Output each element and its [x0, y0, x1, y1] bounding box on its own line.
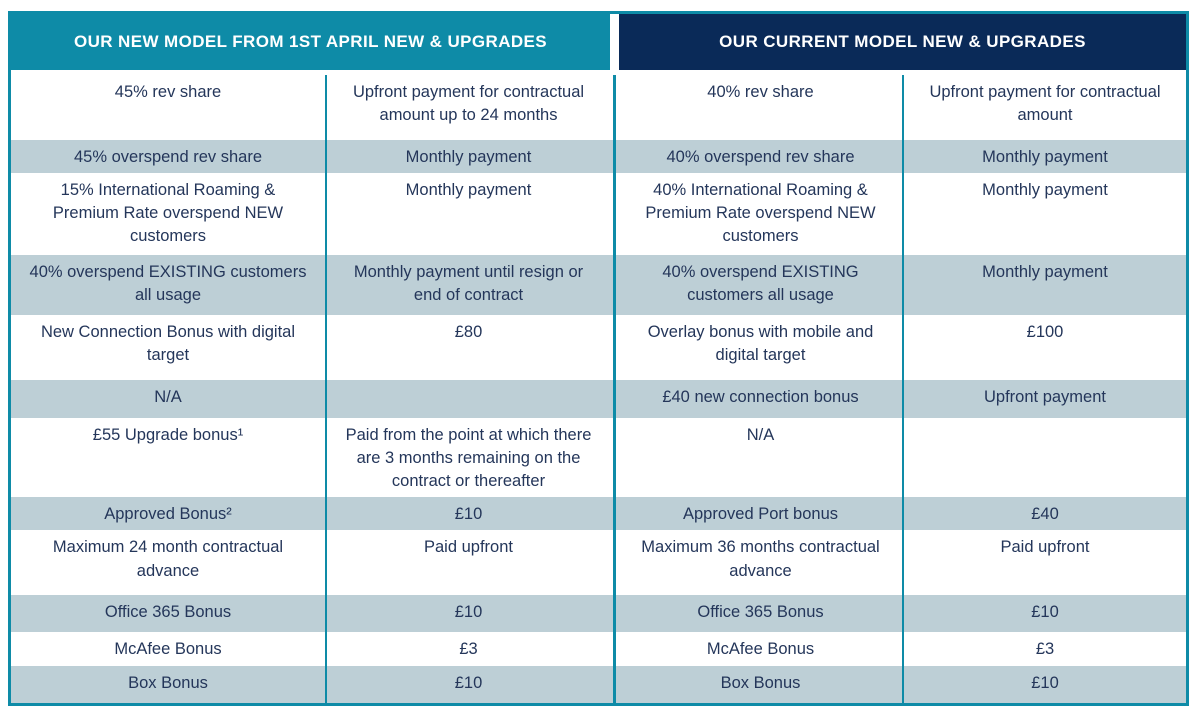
table-cell: £80: [325, 315, 610, 381]
table-cell: Overlay bonus with mobile and digital ta…: [619, 315, 902, 381]
column-divider: [610, 418, 619, 498]
table-cell: £40: [902, 497, 1186, 531]
table-cell: 45% overspend rev share: [11, 140, 325, 174]
column-divider: [610, 665, 619, 703]
table-cell: Approved Bonus²: [11, 497, 325, 531]
table-cell: £10: [902, 595, 1186, 633]
table-cell: Upfront payment: [902, 380, 1186, 419]
header-divider: [610, 14, 619, 70]
column-divider: [610, 315, 619, 381]
table-cell: Monthly payment: [902, 140, 1186, 174]
header-body-gap: [11, 70, 1186, 75]
table-cell: Box Bonus: [11, 665, 325, 703]
table-cell: 40% overspend rev share: [619, 140, 902, 174]
column-divider: [610, 255, 619, 316]
table-cell: Approved Port bonus: [619, 497, 902, 531]
column-divider: [610, 632, 619, 666]
table-cell: McAfee Bonus: [11, 632, 325, 666]
column-divider: [610, 530, 619, 596]
table-cell: 40% rev share: [619, 75, 902, 140]
table-cell: Office 365 Bonus: [619, 595, 902, 633]
table-cell: £10: [325, 595, 610, 633]
column-divider: [610, 380, 619, 419]
table-cell: [902, 418, 1186, 498]
table-cell: [325, 380, 610, 419]
table-cell: Upfront payment for contractual amount u…: [325, 75, 610, 140]
new-model-header: OUR NEW MODEL FROM 1ST APRIL NEW & UPGRA…: [11, 14, 610, 70]
table-cell: 40% International Roaming & Premium Rate…: [619, 173, 902, 256]
current-model-header: OUR CURRENT MODEL NEW & UPGRADES: [619, 14, 1186, 70]
comparison-table: OUR NEW MODEL FROM 1ST APRIL NEW & UPGRA…: [8, 11, 1189, 706]
table-cell: £55 Upgrade bonus¹: [11, 418, 325, 498]
table-cell: Paid from the point at which there are 3…: [325, 418, 610, 498]
table-cell: Monthly payment: [325, 140, 610, 174]
table-cell: Upfront payment for contractual amount: [902, 75, 1186, 140]
table-cell: 40% overspend EXISTING customers all usa…: [11, 255, 325, 316]
table-cell: McAfee Bonus: [619, 632, 902, 666]
table-cell: N/A: [11, 380, 325, 419]
table-cell: Paid upfront: [325, 530, 610, 596]
column-divider: [610, 173, 619, 256]
table-cell: £100: [902, 315, 1186, 381]
table-cell: New Connection Bonus with digital target: [11, 315, 325, 381]
table-cell: Monthly payment: [325, 173, 610, 256]
table-cell: £3: [902, 632, 1186, 666]
column-divider: [610, 595, 619, 633]
table-cell: N/A: [619, 418, 902, 498]
table-cell: 45% rev share: [11, 75, 325, 140]
table-cell: £10: [325, 665, 610, 703]
table-cell: £40 new connection bonus: [619, 380, 902, 419]
column-divider: [610, 75, 619, 140]
table-cell: Maximum 24 month contractual advance: [11, 530, 325, 596]
table-cell: Monthly payment until resign or end of c…: [325, 255, 610, 316]
table-cell: £3: [325, 632, 610, 666]
table-cell: £10: [325, 497, 610, 531]
table-cell: 15% International Roaming & Premium Rate…: [11, 173, 325, 256]
table-cell: Maximum 36 months contractual advance: [619, 530, 902, 596]
table-cell: Box Bonus: [619, 665, 902, 703]
table-cell: Paid upfront: [902, 530, 1186, 596]
table-cell: 40% overspend EXISTING customers all usa…: [619, 255, 902, 316]
table-cell: Monthly payment: [902, 255, 1186, 316]
table-cell: Monthly payment: [902, 173, 1186, 256]
column-divider: [610, 497, 619, 531]
table-cell: £10: [902, 665, 1186, 703]
column-divider: [610, 140, 619, 174]
table-cell: Office 365 Bonus: [11, 595, 325, 633]
